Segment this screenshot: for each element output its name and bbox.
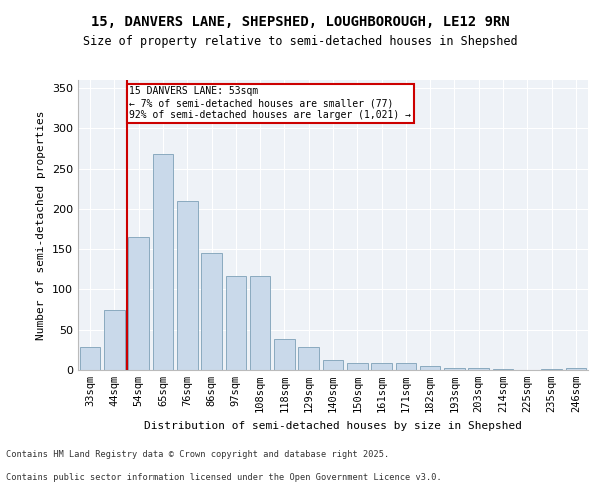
- Bar: [226, 276, 246, 370]
- Bar: [541, 369, 562, 370]
- Bar: [104, 310, 125, 370]
- Bar: [566, 368, 586, 370]
- Text: Size of property relative to semi-detached houses in Shepshed: Size of property relative to semi-detach…: [83, 35, 517, 48]
- Bar: [395, 363, 416, 370]
- Bar: [371, 363, 392, 370]
- Bar: [469, 368, 489, 370]
- Bar: [493, 369, 514, 370]
- Bar: [201, 253, 222, 370]
- Bar: [250, 276, 271, 370]
- Bar: [152, 154, 173, 370]
- Bar: [128, 237, 149, 370]
- Bar: [274, 340, 295, 370]
- Bar: [323, 360, 343, 370]
- Y-axis label: Number of semi-detached properties: Number of semi-detached properties: [37, 110, 46, 340]
- Text: 15 DANVERS LANE: 53sqm
← 7% of semi-detached houses are smaller (77)
92% of semi: 15 DANVERS LANE: 53sqm ← 7% of semi-deta…: [130, 86, 412, 120]
- Bar: [298, 346, 319, 370]
- Text: 15, DANVERS LANE, SHEPSHED, LOUGHBOROUGH, LE12 9RN: 15, DANVERS LANE, SHEPSHED, LOUGHBOROUGH…: [91, 15, 509, 29]
- Bar: [420, 366, 440, 370]
- Text: Contains HM Land Registry data © Crown copyright and database right 2025.: Contains HM Land Registry data © Crown c…: [6, 450, 389, 459]
- X-axis label: Distribution of semi-detached houses by size in Shepshed: Distribution of semi-detached houses by …: [144, 420, 522, 430]
- Text: Contains public sector information licensed under the Open Government Licence v3: Contains public sector information licen…: [6, 472, 442, 482]
- Bar: [80, 348, 100, 370]
- Bar: [444, 368, 465, 370]
- Bar: [347, 363, 368, 370]
- Bar: [177, 201, 197, 370]
